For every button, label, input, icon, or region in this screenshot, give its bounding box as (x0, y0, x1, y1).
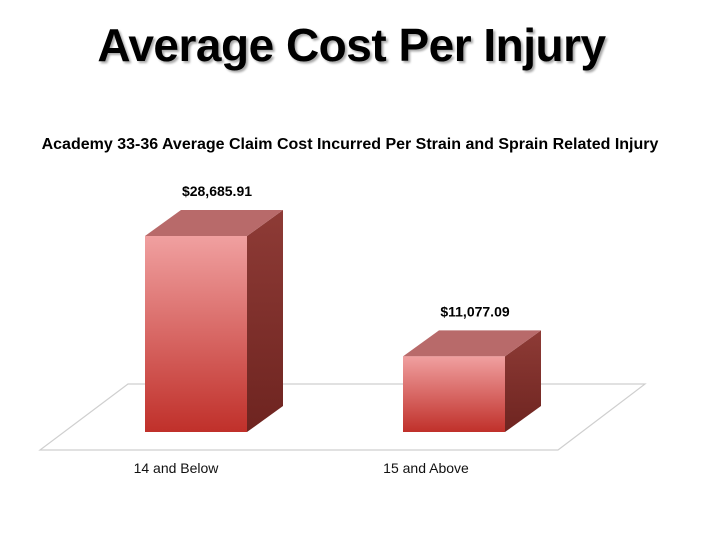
data-label-1: $28,685.91 (182, 183, 252, 199)
bar-2 (403, 330, 541, 432)
bar-front (403, 356, 505, 432)
x-tick-label-2: 15 and Above (383, 460, 469, 476)
bar-top (145, 210, 283, 236)
bar-side (247, 210, 283, 432)
chart-title: Academy 33-36 Average Claim Cost Incurre… (41, 136, 659, 153)
chart-floor (38, 383, 647, 451)
bar-top (403, 330, 541, 357)
bar-side (505, 330, 541, 432)
data-label-2: $11,077.09 (440, 303, 510, 319)
slide-title: Average Cost Per Injury (97, 19, 606, 71)
x-tick-label-1: 14 and Below (134, 460, 220, 476)
bar-front (145, 236, 247, 432)
bar-1 (145, 210, 283, 432)
